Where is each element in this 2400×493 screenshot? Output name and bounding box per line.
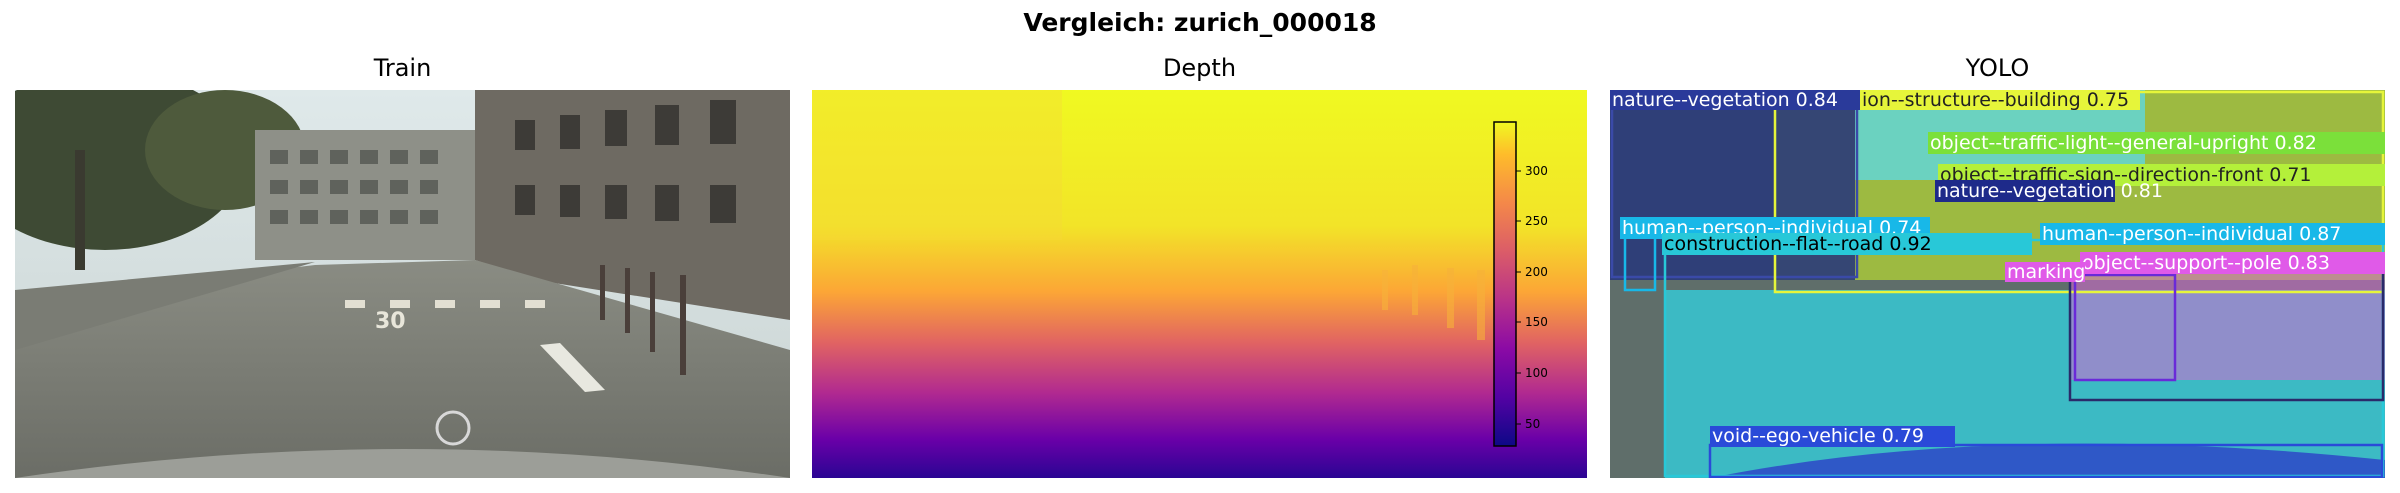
colorbar-tick-50: 50: [1525, 417, 1540, 431]
label-road-092: construction--flat--road 0.92: [1664, 233, 1932, 255]
ego-vehicle-mask: [1710, 443, 2385, 478]
label-traffic-light-082: object--traffic-light--general-upright 0…: [1930, 132, 2317, 154]
yolo-image-panel: nature--vegetation 0.84 ion--structure--…: [1610, 90, 2385, 478]
colorbar-tick-200: 200: [1525, 265, 1548, 279]
depth-image-panel: 300 250 200 150 100 50: [812, 90, 1587, 478]
label-ego-vehicle-079: void--ego-vehicle 0.79: [1712, 425, 1924, 447]
label-nature-vegetation-081: nature--vegetation 0.81: [1937, 180, 2163, 202]
detection-labels: nature--vegetation 0.84 ion--structure--…: [1610, 90, 2385, 447]
ego-vehicle-hood: [15, 449, 790, 478]
yolo-image: nature--vegetation 0.84 ion--structure--…: [1610, 90, 2385, 478]
train-image: 30: [15, 90, 790, 478]
mercedes-star-emblem: [435, 410, 471, 446]
lane-marking: [540, 343, 605, 392]
label-building-075: ion--structure--building 0.75: [1862, 90, 2129, 111]
train-image-panel: 30: [15, 90, 790, 478]
figure-title: Vergleich: zurich_000018: [1023, 8, 1377, 37]
colorbar-tick-300: 300: [1525, 164, 1548, 178]
road-number-30: 30: [375, 309, 406, 334]
center-building: [255, 130, 475, 260]
label-person-087: human--person--individual 0.87: [2042, 223, 2341, 245]
colorbar-tick-250: 250: [1525, 214, 1548, 228]
colorbar-tick-150: 150: [1525, 315, 1548, 329]
label-pole-083: object--support--pole 0.83: [2082, 252, 2330, 274]
label-marking: marking: [2007, 261, 2085, 283]
right-building: [475, 90, 790, 320]
road: [15, 260, 790, 478]
panel-title-yolo: YOLO: [1965, 54, 2030, 82]
label-nature-vegetation-084: nature--vegetation 0.84: [1612, 90, 1838, 111]
panel-title-train: Train: [373, 54, 432, 82]
depth-colorbar: [1493, 121, 1517, 447]
colorbar-tick-100: 100: [1525, 366, 1548, 380]
depth-image: 300 250 200 150 100 50: [812, 90, 1587, 478]
panel-title-depth: Depth: [1162, 54, 1237, 82]
